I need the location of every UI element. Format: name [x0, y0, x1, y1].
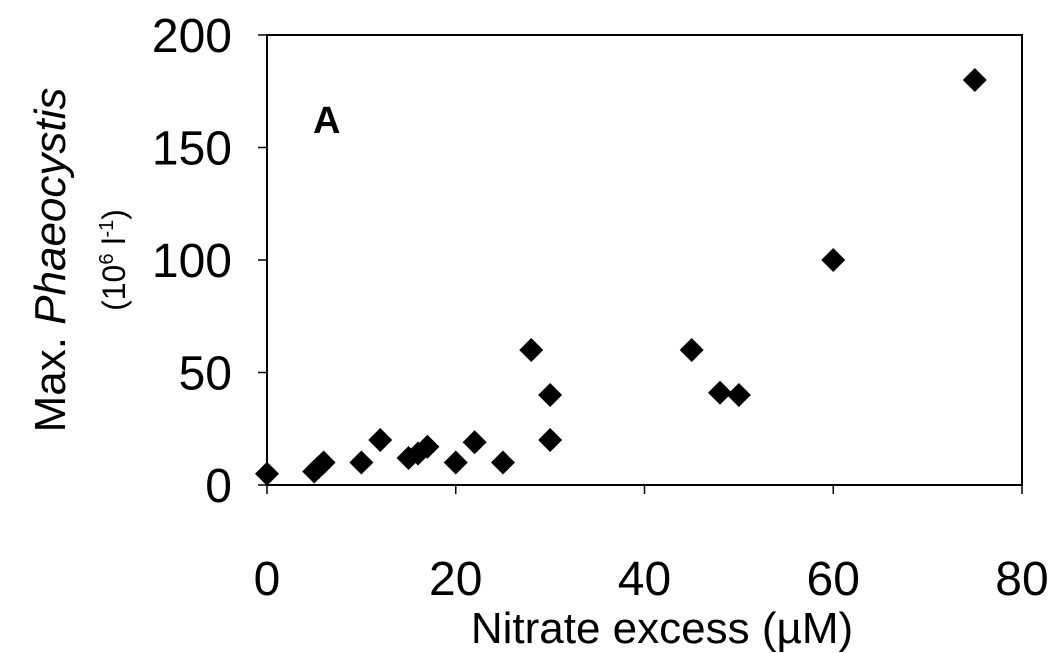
- data-point: [538, 383, 563, 407]
- x-tick-label: 60: [807, 553, 860, 606]
- data-point: [538, 428, 563, 452]
- data-point: [415, 434, 440, 459]
- panel-label: A: [313, 100, 340, 142]
- y-axis-units-text: (106 l-1): [96, 209, 132, 311]
- data-point: [962, 68, 987, 92]
- y-axis-title-genus: Phaeocystis: [26, 88, 75, 325]
- y-units-mid: l: [96, 238, 132, 254]
- data-point: [462, 430, 487, 455]
- data-point: [490, 450, 515, 475]
- data-point: [349, 450, 374, 475]
- x-tick-label: 0: [254, 553, 281, 606]
- data-points: [255, 68, 987, 486]
- y-tick-label: 50: [179, 348, 232, 401]
- y-units-close: ): [96, 209, 132, 220]
- y-tick-label: 150: [152, 123, 232, 176]
- y-units-open: (10: [96, 265, 132, 311]
- plot-area-frame: [266, 34, 1023, 486]
- y-tick-label: 100: [152, 235, 232, 288]
- data-point: [821, 248, 846, 272]
- x-tick-label: 20: [429, 553, 482, 606]
- x-tick-label: 80: [995, 553, 1048, 606]
- data-point: [368, 428, 393, 452]
- y-tick-label: 200: [152, 10, 232, 63]
- y-axis-ticks: 0 50 100 150 200: [152, 10, 267, 513]
- y-units-exp2: -1: [96, 220, 118, 238]
- y-axis-title: Max. Phaeocystis: [26, 88, 75, 433]
- data-point: [519, 338, 544, 362]
- data-point: [311, 450, 336, 475]
- x-tick-label: 40: [618, 553, 671, 606]
- data-point: [708, 380, 732, 405]
- x-axis-ticks: 0 20 40 60 80: [254, 485, 1049, 606]
- y-tick-label: 0: [205, 460, 232, 513]
- y-axis-units: (106 l-1): [96, 209, 132, 311]
- y-units-exp1: 6: [96, 254, 118, 265]
- x-axis-title: Nitrate excess (µM): [471, 604, 853, 653]
- y-axis-title-prefix: Max.: [26, 325, 75, 433]
- y-axis-title-main: Max. Phaeocystis: [26, 88, 75, 433]
- data-point: [255, 461, 279, 486]
- data-point: [679, 338, 704, 362]
- data-point: [443, 450, 468, 475]
- data-point: [726, 383, 751, 407]
